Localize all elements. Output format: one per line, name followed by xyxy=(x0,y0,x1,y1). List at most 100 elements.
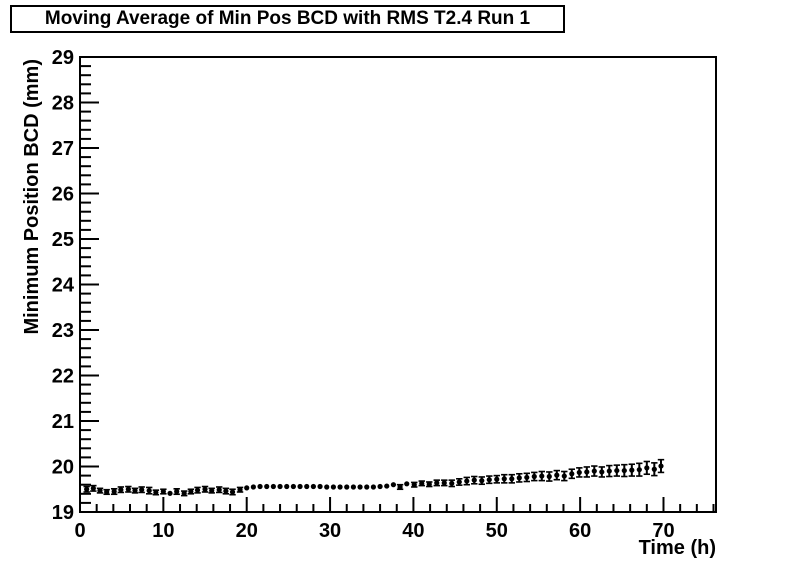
data-point xyxy=(494,476,500,482)
data-point xyxy=(531,473,537,480)
data-point xyxy=(554,472,560,478)
x-tick-label: 60 xyxy=(569,520,591,542)
data-point xyxy=(194,487,201,493)
x-tick-label: 0 xyxy=(74,520,85,542)
data-point xyxy=(270,483,276,490)
data-point xyxy=(111,488,117,495)
data-point xyxy=(621,467,627,474)
data-point xyxy=(464,478,470,484)
data-point xyxy=(132,488,138,494)
data-point xyxy=(188,488,194,495)
y-tick-label: 29 xyxy=(52,47,74,69)
data-point xyxy=(216,487,222,493)
data-point xyxy=(139,487,145,493)
y-tick-label: 26 xyxy=(52,184,74,206)
data-point xyxy=(651,466,657,472)
data-point xyxy=(370,484,377,490)
data-point xyxy=(629,467,635,473)
data-point xyxy=(384,483,390,489)
data-point xyxy=(471,477,477,483)
data-point xyxy=(441,480,447,486)
data-point xyxy=(257,483,263,490)
x-tick-label: 30 xyxy=(319,520,341,542)
data-point xyxy=(90,485,96,491)
x-tick-label: 70 xyxy=(652,520,674,542)
data-point xyxy=(277,483,283,490)
y-tick-label: 21 xyxy=(52,411,74,433)
data-point xyxy=(591,468,597,474)
x-tick-label: 20 xyxy=(236,520,258,542)
data-point xyxy=(411,482,417,488)
data-point xyxy=(377,483,383,490)
data-point xyxy=(84,486,90,492)
data-point xyxy=(636,467,642,473)
data-point xyxy=(118,487,124,493)
y-tick-label: 24 xyxy=(52,275,75,297)
data-point xyxy=(509,476,515,482)
data-point xyxy=(606,468,612,474)
data-point xyxy=(223,488,229,494)
data-point xyxy=(304,483,310,490)
data-point xyxy=(658,463,664,469)
data-point xyxy=(524,474,530,481)
x-tick-label: 50 xyxy=(486,520,508,542)
y-tick-label: 22 xyxy=(52,366,74,388)
data-point xyxy=(202,486,208,492)
x-tick-label: 10 xyxy=(152,520,174,542)
data-point xyxy=(561,473,567,479)
y-tick-label: 28 xyxy=(52,93,74,115)
data-point xyxy=(539,473,545,479)
y-tick-label: 23 xyxy=(52,320,74,342)
data-point xyxy=(599,469,605,475)
data-point xyxy=(449,480,455,486)
data-point xyxy=(310,483,316,490)
data-point xyxy=(324,484,330,490)
plot-title: Moving Average of Min Pos BCD with RMS T… xyxy=(44,8,531,29)
data-point xyxy=(364,484,370,490)
data-point xyxy=(317,483,323,490)
data-point xyxy=(479,478,485,484)
data-point xyxy=(576,469,582,476)
y-tick-label: 25 xyxy=(52,229,74,251)
data-point xyxy=(284,483,290,490)
y-tick-label: 27 xyxy=(52,138,74,160)
data-point xyxy=(330,484,336,490)
data-point xyxy=(516,475,522,481)
x-tick-label: 40 xyxy=(402,520,424,542)
data-point xyxy=(209,488,215,494)
data-point xyxy=(297,483,303,490)
data-point xyxy=(397,484,403,490)
data-point xyxy=(546,473,552,480)
data-point xyxy=(434,480,440,486)
data-point xyxy=(237,487,243,493)
plot-frame xyxy=(79,56,717,513)
y-tick-label: 20 xyxy=(52,457,74,479)
data-point xyxy=(104,489,110,495)
x-axis-title: Time (h) xyxy=(639,537,716,559)
data-point xyxy=(456,479,462,485)
data-point xyxy=(229,489,236,495)
data-point xyxy=(153,489,159,496)
data-point xyxy=(584,469,590,475)
data-point xyxy=(390,482,397,488)
data-point xyxy=(146,488,152,494)
data-point xyxy=(357,484,363,490)
data-point xyxy=(344,484,350,490)
data-point xyxy=(244,485,250,491)
data-point xyxy=(501,476,507,482)
data-point xyxy=(426,481,432,487)
data-point xyxy=(419,480,425,486)
data-point xyxy=(337,484,343,490)
data-point xyxy=(486,477,492,483)
data-point xyxy=(644,465,650,471)
data-point xyxy=(404,481,410,487)
y-axis-title: Minimum Position BCD (mm) xyxy=(21,59,43,335)
y-tick-label: 19 xyxy=(52,502,74,524)
data-point xyxy=(569,471,575,477)
plot-title-box: Moving Average of Min Pos BCD with RMS T… xyxy=(10,5,565,33)
data-point xyxy=(174,488,180,495)
data-point xyxy=(614,467,620,474)
data-point xyxy=(160,488,166,495)
data-point xyxy=(250,484,256,490)
